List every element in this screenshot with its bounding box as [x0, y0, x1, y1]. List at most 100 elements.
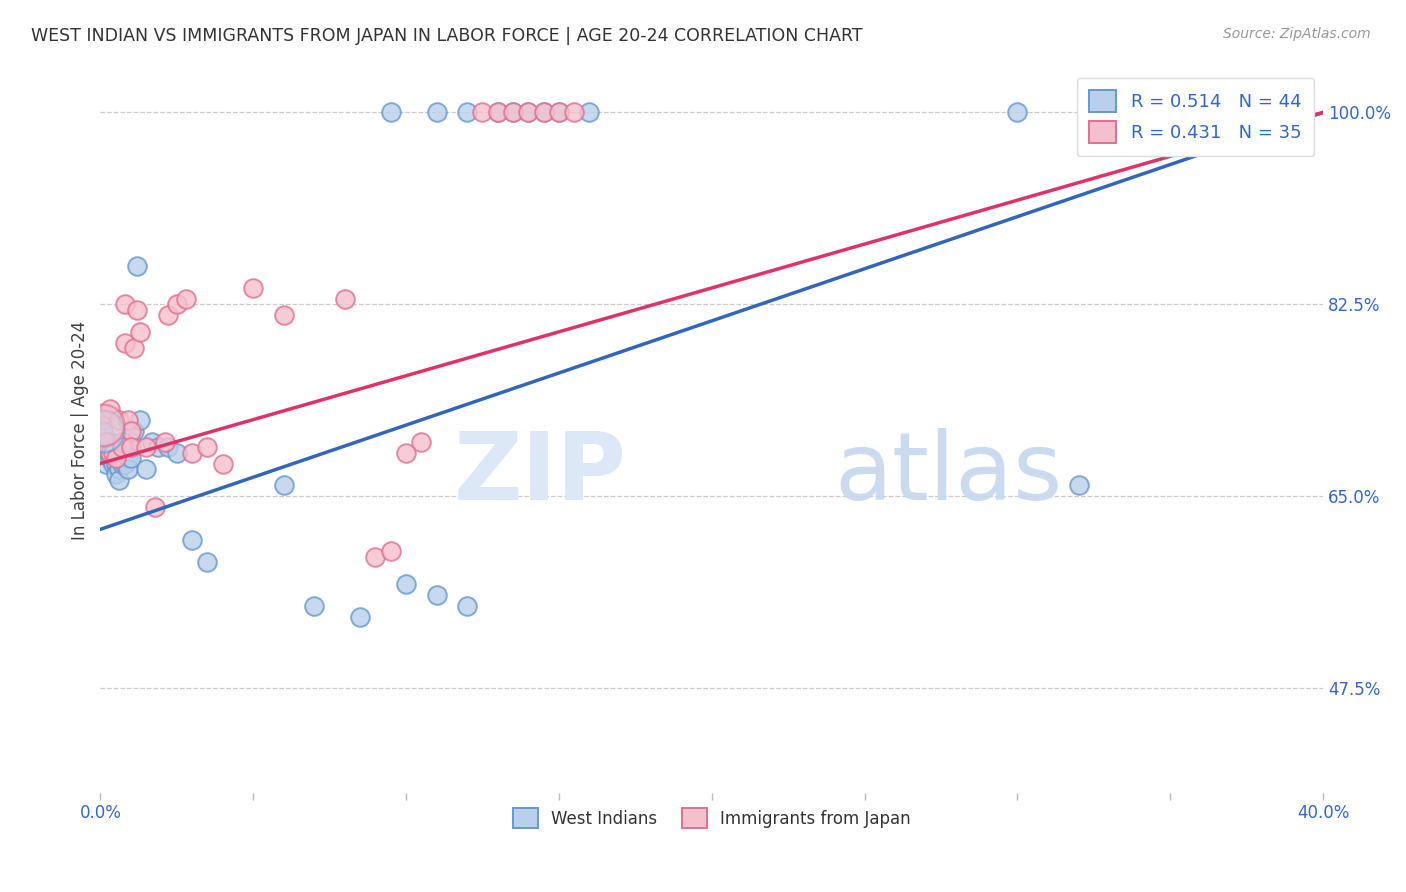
Point: [153, 434, 176, 449]
Point: [578, 105, 600, 120]
Point: [93, 424, 115, 438]
Point: [156, 309, 179, 323]
Point: [93, 440, 115, 454]
Point: [93, 418, 115, 433]
Point: [380, 105, 402, 120]
Point: [101, 450, 124, 465]
Point: [486, 105, 509, 120]
Point: [107, 473, 129, 487]
Point: [181, 445, 204, 459]
Point: [111, 440, 134, 454]
Point: [98, 445, 121, 459]
Point: [562, 105, 585, 120]
Point: [122, 424, 145, 438]
Point: [98, 434, 121, 449]
Text: atlas: atlas: [834, 428, 1063, 520]
Point: [1007, 105, 1029, 120]
Point: [93, 412, 115, 426]
Point: [395, 577, 418, 591]
Point: [107, 450, 129, 465]
Point: [104, 450, 127, 465]
Point: [380, 544, 402, 558]
Point: [486, 105, 509, 120]
Point: [114, 457, 136, 471]
Point: [98, 445, 121, 459]
Point: [98, 450, 121, 465]
Text: Source: ZipAtlas.com: Source: ZipAtlas.com: [1223, 27, 1371, 41]
Point: [117, 462, 139, 476]
Point: [195, 555, 218, 569]
Point: [111, 445, 134, 459]
Point: [120, 450, 142, 465]
Point: [114, 297, 136, 311]
Point: [114, 335, 136, 350]
Point: [120, 424, 142, 438]
Point: [1281, 105, 1303, 120]
Point: [98, 401, 121, 416]
Point: [273, 478, 295, 492]
Point: [107, 462, 129, 476]
Point: [93, 407, 115, 421]
Point: [211, 457, 233, 471]
Point: [96, 457, 118, 471]
Point: [517, 105, 540, 120]
Point: [502, 105, 524, 120]
Point: [104, 457, 127, 471]
Point: [502, 105, 524, 120]
Point: [1159, 105, 1181, 120]
Point: [96, 434, 118, 449]
Point: [517, 105, 540, 120]
Point: [533, 105, 555, 120]
Point: [96, 434, 118, 449]
Point: [156, 440, 179, 454]
Point: [96, 445, 118, 459]
Point: [101, 440, 124, 454]
Point: [471, 105, 494, 120]
Point: [349, 610, 371, 624]
Point: [364, 549, 387, 564]
Point: [195, 440, 218, 454]
Point: [104, 440, 127, 454]
Point: [141, 434, 163, 449]
Point: [120, 440, 142, 454]
Point: [1220, 105, 1243, 120]
Point: [120, 434, 142, 449]
Point: [411, 434, 433, 449]
Point: [125, 259, 148, 273]
Point: [166, 297, 188, 311]
Point: [1067, 478, 1090, 492]
Point: [135, 440, 157, 454]
Point: [533, 105, 555, 120]
Point: [104, 467, 127, 482]
Point: [101, 445, 124, 459]
Point: [174, 292, 197, 306]
Point: [111, 434, 134, 449]
Point: [181, 533, 204, 548]
Point: [117, 412, 139, 426]
Point: [166, 445, 188, 459]
Point: [145, 500, 167, 515]
Text: ZIP: ZIP: [453, 428, 626, 520]
Point: [456, 105, 478, 120]
Point: [395, 445, 418, 459]
Point: [93, 424, 115, 438]
Point: [456, 599, 478, 614]
Point: [114, 440, 136, 454]
Point: [101, 457, 124, 471]
Point: [426, 588, 449, 602]
Point: [333, 292, 356, 306]
Point: [548, 105, 571, 120]
Point: [129, 412, 152, 426]
Point: [122, 341, 145, 355]
Point: [107, 412, 129, 426]
Point: [117, 450, 139, 465]
Point: [135, 462, 157, 476]
Text: WEST INDIAN VS IMMIGRANTS FROM JAPAN IN LABOR FORCE | AGE 20-24 CORRELATION CHAR: WEST INDIAN VS IMMIGRANTS FROM JAPAN IN …: [31, 27, 862, 45]
Y-axis label: In Labor Force | Age 20-24: In Labor Force | Age 20-24: [72, 321, 89, 541]
Point: [426, 105, 449, 120]
Point: [129, 325, 152, 339]
Legend: West Indians, Immigrants from Japan: West Indians, Immigrants from Japan: [506, 801, 918, 835]
Point: [548, 105, 571, 120]
Point: [148, 440, 170, 454]
Point: [273, 309, 295, 323]
